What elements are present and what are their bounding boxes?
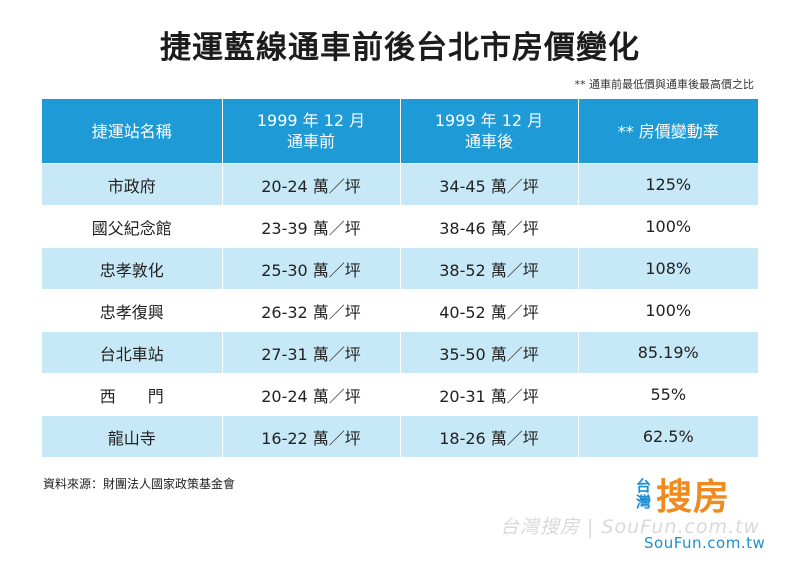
price-before-cell: 25-30 萬／坪	[221, 247, 400, 290]
change-rate-cell: 108%	[577, 247, 758, 290]
change-rate-cell: 55%	[577, 373, 758, 416]
price-before-cell: 26-32 萬／坪	[221, 289, 400, 332]
header-station: 捷運站名稱	[42, 99, 222, 164]
table-row: 市政府 20-24 萬／坪 34-45 萬／坪 125%	[42, 163, 758, 206]
table-row: 國父紀念館 23-39 萬／坪 38-46 萬／坪 100%	[42, 205, 758, 248]
station-cell: 忠孝敦化	[42, 247, 222, 290]
header-after: 1999 年 12 月 通車後	[399, 99, 578, 164]
logo-vertical-text: 台灣	[636, 477, 652, 511]
price-after-cell: 18-26 萬／坪	[399, 415, 578, 457]
change-rate-cell: 85.19%	[577, 331, 758, 374]
header-change-rate-text: ** 房價變動率	[617, 121, 719, 141]
header-before: 1999 年 12 月 通車前	[221, 99, 400, 164]
price-before-cell: 20-24 萬／坪	[221, 163, 400, 206]
soufun-logo: 台灣 搜房 SouFun.com.tw	[636, 476, 786, 558]
price-after-cell: 34-45 萬／坪	[399, 163, 578, 206]
price-after-cell: 38-46 萬／坪	[399, 205, 578, 248]
header-change-rate: ** 房價變動率	[577, 99, 758, 164]
header-after-line1: 1999 年 12 月	[434, 111, 544, 130]
source-credit: 資料來源：財團法人國家政策基金會	[43, 477, 236, 491]
table-row: 西 門 20-24 萬／坪 20-31 萬／坪 55%	[42, 373, 758, 416]
station-cell: 龍山寺	[42, 415, 222, 457]
change-rate-cell: 100%	[577, 289, 758, 332]
price-before-cell: 16-22 萬／坪	[221, 415, 400, 457]
header-before-line2: 通車前	[286, 132, 335, 151]
table-row: 忠孝敦化 25-30 萬／坪 38-52 萬／坪 108%	[42, 247, 758, 290]
station-cell: 市政府	[42, 163, 222, 206]
price-after-cell: 38-52 萬／坪	[399, 247, 578, 290]
table-row: 忠孝復興 26-32 萬／坪 40-52 萬／坪 100%	[42, 289, 758, 332]
price-after-cell: 20-31 萬／坪	[399, 373, 578, 416]
price-before-cell: 27-31 萬／坪	[221, 331, 400, 374]
station-cell: 西 門	[42, 373, 222, 416]
logo-url: SouFun.com.tw	[644, 534, 766, 552]
station-cell: 忠孝復興	[42, 289, 222, 332]
price-table: 捷運站名稱 1999 年 12 月 通車前 1999 年 12 月 通車後 **…	[42, 99, 758, 457]
price-before-cell: 23-39 萬／坪	[221, 205, 400, 248]
price-after-cell: 40-52 萬／坪	[399, 289, 578, 332]
station-cell: 台北車站	[42, 331, 222, 374]
price-before-cell: 20-24 萬／坪	[221, 373, 400, 416]
watermark: 台灣搜房 | SouFun.com.tw	[500, 516, 761, 538]
page-title: 捷運藍線通車前後台北市房價變化	[160, 30, 640, 66]
price-after-cell: 35-50 萬／坪	[399, 331, 578, 374]
table-row: 龍山寺 16-22 萬／坪 18-26 萬／坪 62.5%	[42, 415, 758, 457]
change-rate-cell: 62.5%	[577, 415, 758, 457]
header-station-text: 捷運站名稱	[91, 121, 172, 141]
change-rate-cell: 100%	[577, 205, 758, 248]
header-before-line1: 1999 年 12 月	[256, 111, 366, 130]
table-header-row: 捷運站名稱 1999 年 12 月 通車前 1999 年 12 月 通車後 **…	[42, 99, 758, 164]
footnote: ** 通車前最低價與通車後最高價之比	[574, 78, 755, 91]
station-cell: 國父紀念館	[42, 205, 222, 248]
header-after-line2: 通車後	[464, 132, 513, 151]
table-row: 台北車站 27-31 萬／坪 35-50 萬／坪 85.19%	[42, 331, 758, 374]
logo-main-text: 搜房	[656, 477, 731, 518]
change-rate-cell: 125%	[577, 163, 758, 206]
